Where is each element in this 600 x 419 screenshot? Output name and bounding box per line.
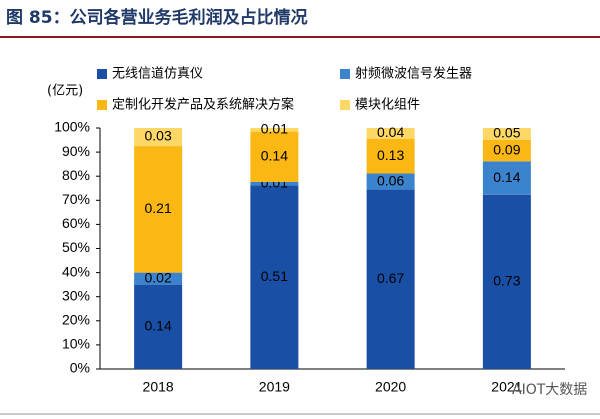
bar-segment	[250, 128, 299, 132]
bar-segment	[366, 128, 415, 139]
chart-title: 图 85：公司各营业务毛利润及占比情况	[6, 7, 308, 28]
data-label: 0.73	[493, 273, 520, 289]
bar-segment	[250, 131, 299, 182]
data-label: 0.05	[493, 125, 520, 141]
data-label: 0.67	[377, 270, 404, 286]
data-label: 0.14	[493, 169, 520, 185]
y-tick-label: 40%	[62, 263, 90, 279]
data-label: 0.01	[261, 121, 288, 137]
bar-segment	[482, 161, 531, 195]
legend-swatch	[97, 100, 107, 110]
legend-swatch	[340, 100, 350, 110]
legend-label: 无线信道仿真仪	[112, 67, 203, 82]
x-tick-label: 2018	[143, 379, 174, 395]
data-label: 0.09	[493, 141, 520, 157]
bar-segment	[366, 189, 415, 369]
y-tick-label: 100%	[54, 119, 90, 135]
x-tick-label: 2019	[259, 379, 290, 395]
unit-label: (亿元)	[47, 84, 83, 99]
x-tick-label: 2021	[491, 379, 522, 395]
bar-segment	[134, 128, 183, 147]
bar-segment	[250, 181, 299, 186]
y-tick-label: 90%	[62, 143, 90, 159]
legend-swatch	[97, 69, 107, 79]
data-label: 0.06	[377, 172, 404, 188]
bar-segment	[482, 128, 531, 140]
y-tick-label: 60%	[62, 215, 90, 231]
y-tick-label: 80%	[62, 167, 90, 183]
legend-label: 模块化组件	[355, 98, 420, 113]
y-tick-label: 10%	[62, 336, 90, 352]
bar-segment	[134, 284, 183, 369]
data-label: 0.04	[377, 124, 404, 140]
data-label: 0.14	[261, 147, 288, 163]
bar-segment	[482, 139, 531, 162]
data-label: 0.14	[145, 318, 172, 334]
legend-label: 射频微波信号发生器	[355, 66, 472, 82]
data-label: 0.51	[261, 268, 288, 284]
x-tick-label: 2020	[375, 379, 406, 395]
bar-segment	[250, 185, 299, 369]
data-label: 0.21	[145, 200, 172, 216]
y-tick-label: 0%	[70, 360, 90, 376]
data-label: 0.13	[377, 147, 404, 163]
bar-segment	[366, 138, 415, 174]
legend-label: 定制化开发产品及系统解决方案	[112, 97, 294, 113]
y-tick-label: 50%	[62, 239, 90, 255]
legend-swatch	[340, 69, 350, 79]
bar-segment	[366, 173, 415, 190]
bar-segment	[134, 146, 183, 273]
bar-segment	[134, 272, 183, 285]
bar-segment	[482, 194, 531, 369]
data-label: 0.03	[145, 128, 172, 144]
data-label: 0.02	[145, 269, 172, 285]
y-tick-label: 20%	[62, 312, 90, 328]
y-tick-label: 30%	[62, 287, 90, 303]
watermark: AIOT大数据	[512, 382, 587, 398]
y-tick-label: 70%	[62, 191, 90, 207]
